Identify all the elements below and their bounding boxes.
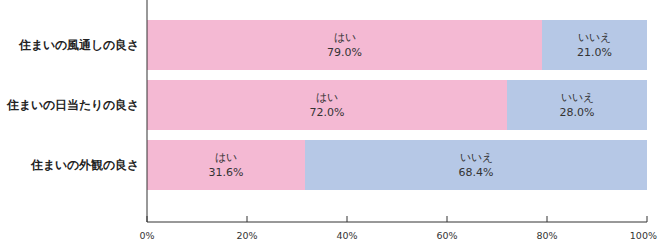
x-tick-label: 40% [336, 230, 357, 241]
data-label: 28.0% [560, 106, 595, 119]
bar-segment [305, 140, 647, 190]
bar-segment [147, 140, 305, 190]
bar-segment [147, 80, 507, 130]
series-label: はい [215, 151, 237, 164]
x-tick-label: 80% [536, 230, 557, 241]
x-tick [247, 216, 248, 222]
y-axis-line [147, 0, 148, 222]
chart-root: はい 79.0% いいえ 21.0% はい 72.0% いいえ 28.0% はい 31.6% いいえ… [0, 0, 659, 242]
data-label: 68.4% [459, 166, 494, 179]
data-label: 79.0% [327, 46, 362, 59]
x-tick [647, 216, 648, 222]
x-ticks: 0% 20% 40% 60% 80% 100% [139, 216, 657, 241]
data-label: 72.0% [310, 106, 345, 119]
series-label: いいえ [561, 91, 594, 104]
bars [147, 20, 647, 190]
x-tick [447, 216, 448, 222]
bar-segment [147, 20, 542, 70]
x-tick [547, 216, 548, 222]
bar-segment [507, 80, 647, 130]
data-labels: はい 79.0% いいえ 21.0% はい 72.0% いいえ 28.0% はい 31.6% いいえ… [209, 31, 612, 179]
chart-svg: はい 79.0% いいえ 21.0% はい 72.0% いいえ 28.0% はい 31.6% いいえ… [0, 0, 659, 242]
series-label: いいえ [460, 151, 493, 164]
category-label: 住まいの外観の良さ [30, 158, 139, 172]
bar-segment [542, 20, 647, 70]
x-tick [147, 216, 148, 222]
series-label: はい [334, 31, 356, 44]
data-label: 31.6% [209, 166, 244, 179]
x-tick [347, 216, 348, 222]
x-tick-label: 100% [630, 230, 657, 241]
data-label: 21.0% [577, 46, 612, 59]
x-axis-line [147, 222, 647, 223]
category-label: 住まいの風通しの良さ [18, 38, 139, 52]
x-tick-label: 20% [236, 230, 257, 241]
series-label: いいえ [578, 31, 611, 44]
series-label: はい [316, 91, 338, 104]
x-tick-label: 0% [139, 230, 154, 241]
x-tick-label: 60% [436, 230, 457, 241]
category-label: 住まいの日当たりの良さ [6, 98, 139, 112]
